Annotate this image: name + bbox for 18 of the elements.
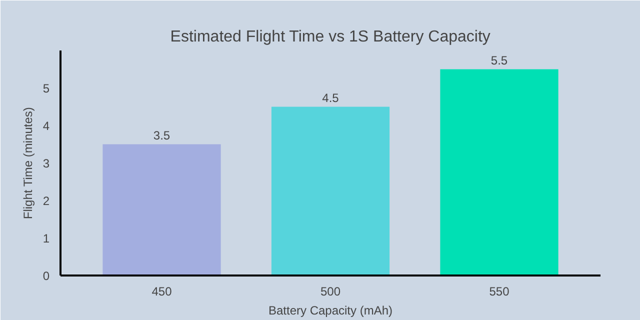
data-label: 5.5 xyxy=(490,53,508,68)
y-tick-label: 2 xyxy=(42,194,50,208)
y-tick-label: 1 xyxy=(42,232,50,246)
chart-title: Estimated Flight Time vs 1S Battery Capacity xyxy=(170,28,490,46)
data-label: 4.5 xyxy=(322,90,340,105)
y-tick-label: 5 xyxy=(42,82,50,96)
data-label: 3.5 xyxy=(153,128,170,142)
bar xyxy=(271,106,390,276)
y-tick-label: 3 xyxy=(42,156,50,170)
x-tick-label: 550 xyxy=(489,284,510,298)
x-tick-label: 500 xyxy=(320,284,341,298)
x-tick-label: 450 xyxy=(152,284,172,298)
bar xyxy=(102,144,221,276)
y-axis-title: Flight Time (minutes) xyxy=(20,107,35,220)
y-tick-label: 0 xyxy=(42,269,50,283)
bar xyxy=(440,69,558,276)
y-tick-label: 4 xyxy=(42,119,50,133)
x-axis-title: Battery Capacity (mAh) xyxy=(268,304,393,318)
